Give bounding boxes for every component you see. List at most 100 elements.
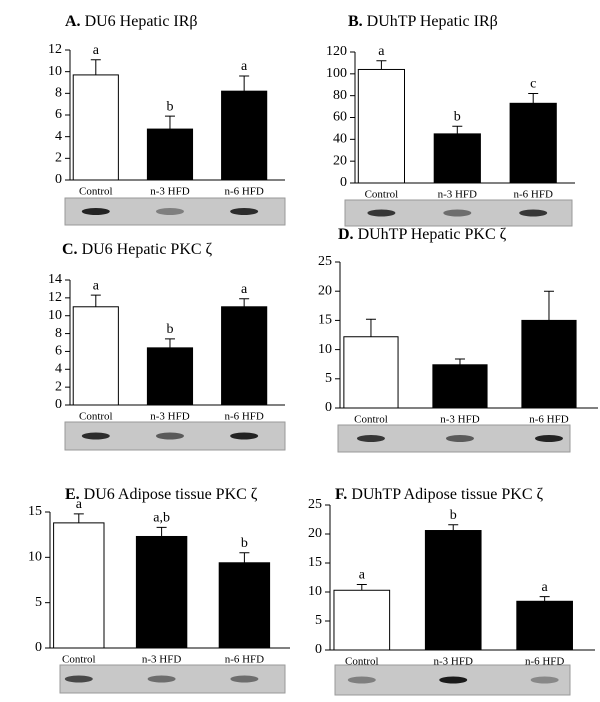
error-bar xyxy=(448,524,459,531)
error-bar xyxy=(376,60,387,70)
blot-band xyxy=(445,435,474,442)
blot-band xyxy=(439,676,468,684)
y-tick-label: 14 xyxy=(48,272,62,287)
x-tick-label: n-6 HFD xyxy=(225,654,264,666)
y-tick-label: 8 xyxy=(55,326,62,341)
y-tick-label: 120 xyxy=(326,44,347,59)
annotation: a xyxy=(93,43,100,58)
y-tick-label: 0 xyxy=(55,397,62,412)
panel-title: E. DU6 Adipose tissue PKC ζ xyxy=(65,486,258,503)
annotation: a xyxy=(93,278,100,293)
error-bar xyxy=(90,59,101,75)
error-bar xyxy=(156,526,167,537)
y-tick-label: 12 xyxy=(48,42,62,57)
y-tick-label: 2 xyxy=(55,379,62,394)
y-tick-label: 15 xyxy=(28,504,42,519)
blot-band xyxy=(530,676,559,684)
y-tick-label: 10 xyxy=(318,342,332,357)
x-tick-label: Control xyxy=(79,186,113,198)
panel-label: F. xyxy=(335,486,347,503)
y-tick-label: 0 xyxy=(35,640,42,655)
y-tick-label: 10 xyxy=(28,550,42,565)
error-bar xyxy=(528,92,539,104)
annotation: a xyxy=(378,44,385,59)
bar xyxy=(509,102,557,184)
error-bar xyxy=(239,75,250,92)
bar xyxy=(516,600,573,651)
blot-band xyxy=(155,432,184,440)
panel-title: A. DU6 Hepatic IRβ xyxy=(65,13,198,30)
panel-label: A. xyxy=(65,13,81,30)
blot-band xyxy=(147,675,176,683)
y-tick-label: 10 xyxy=(308,584,322,599)
y-tick-label: 20 xyxy=(318,283,332,298)
x-tick-label: n-3 HFD xyxy=(150,186,189,198)
bar xyxy=(72,306,119,406)
error-bar xyxy=(365,318,376,337)
y-tick-label: 5 xyxy=(35,595,42,610)
y-tick-label: 5 xyxy=(315,613,322,628)
x-tick-label: n-6 HFD xyxy=(529,414,568,426)
x-tick-label: n-6 HFD xyxy=(224,186,263,198)
panel-title: F. DUhTP Adipose tissue PKC ζ xyxy=(335,486,544,503)
panel-title: B. DUhTP Hepatic IRβ xyxy=(348,13,498,30)
blot-band xyxy=(443,209,472,217)
title-text: DUhTP Adipose tissue PKC ζ xyxy=(347,486,543,503)
blot-band xyxy=(347,676,376,684)
panel-title: D. DUhTP Hepatic PKC ζ xyxy=(338,226,507,243)
error-bar xyxy=(239,552,250,563)
annotation: b xyxy=(241,536,248,551)
bar xyxy=(433,133,481,184)
blot-band xyxy=(230,208,259,215)
x-tick-label: n-3 HFD xyxy=(438,189,477,201)
annotation: c xyxy=(530,77,536,92)
title-text: DU6 Adipose tissue PKC ζ xyxy=(80,486,258,503)
error-bar xyxy=(73,513,84,523)
title-text: DU6 Hepatic IRβ xyxy=(81,13,198,30)
panel-label: C. xyxy=(62,241,78,258)
annotation: a xyxy=(359,568,366,583)
x-tick-label: Control xyxy=(365,189,399,201)
y-tick-label: 100 xyxy=(326,66,347,81)
bar xyxy=(424,530,482,651)
panel-label: D. xyxy=(338,226,354,243)
annotation: b xyxy=(166,99,173,114)
x-tick-label: n-3 HFD xyxy=(150,411,189,423)
blot-band xyxy=(534,435,563,442)
y-tick-label: 15 xyxy=(308,555,322,570)
annotation: a xyxy=(241,59,248,74)
title-text: DUhTP Hepatic PKC ζ xyxy=(354,226,507,243)
bar xyxy=(72,74,119,181)
y-tick-label: 4 xyxy=(55,362,62,377)
y-tick-label: 10 xyxy=(48,64,62,79)
annotation: a,b xyxy=(153,511,170,526)
bar xyxy=(146,347,194,406)
blot-band xyxy=(81,208,110,215)
error-bar xyxy=(454,358,465,365)
title-text: DU6 Hepatic PKC ζ xyxy=(78,241,213,258)
error-bar xyxy=(164,115,175,130)
annotation: b xyxy=(166,322,173,337)
panel-label: B. xyxy=(348,13,363,30)
annotation: b xyxy=(450,508,457,523)
bar xyxy=(521,319,577,409)
blot-band xyxy=(155,208,184,215)
error-bar xyxy=(356,583,367,591)
x-tick-label: n-3 HFD xyxy=(440,414,479,426)
y-tick-label: 8 xyxy=(55,86,62,101)
error-bar xyxy=(539,596,550,602)
panel-label: E. xyxy=(65,486,80,503)
blot-band xyxy=(230,432,259,440)
y-tick-label: 12 xyxy=(48,290,62,305)
panel-title: C. DU6 Hepatic PKC ζ xyxy=(62,241,213,258)
title-text: DUhTP Hepatic IRβ xyxy=(363,13,498,30)
annotation: a xyxy=(76,497,83,512)
y-tick-label: 6 xyxy=(55,107,62,122)
error-bar xyxy=(90,294,101,307)
y-tick-label: 6 xyxy=(55,344,62,359)
x-tick-label: n-6 HFD xyxy=(513,189,552,201)
blot-band xyxy=(81,432,110,440)
annotation: b xyxy=(454,109,461,124)
blot-band xyxy=(230,675,259,683)
